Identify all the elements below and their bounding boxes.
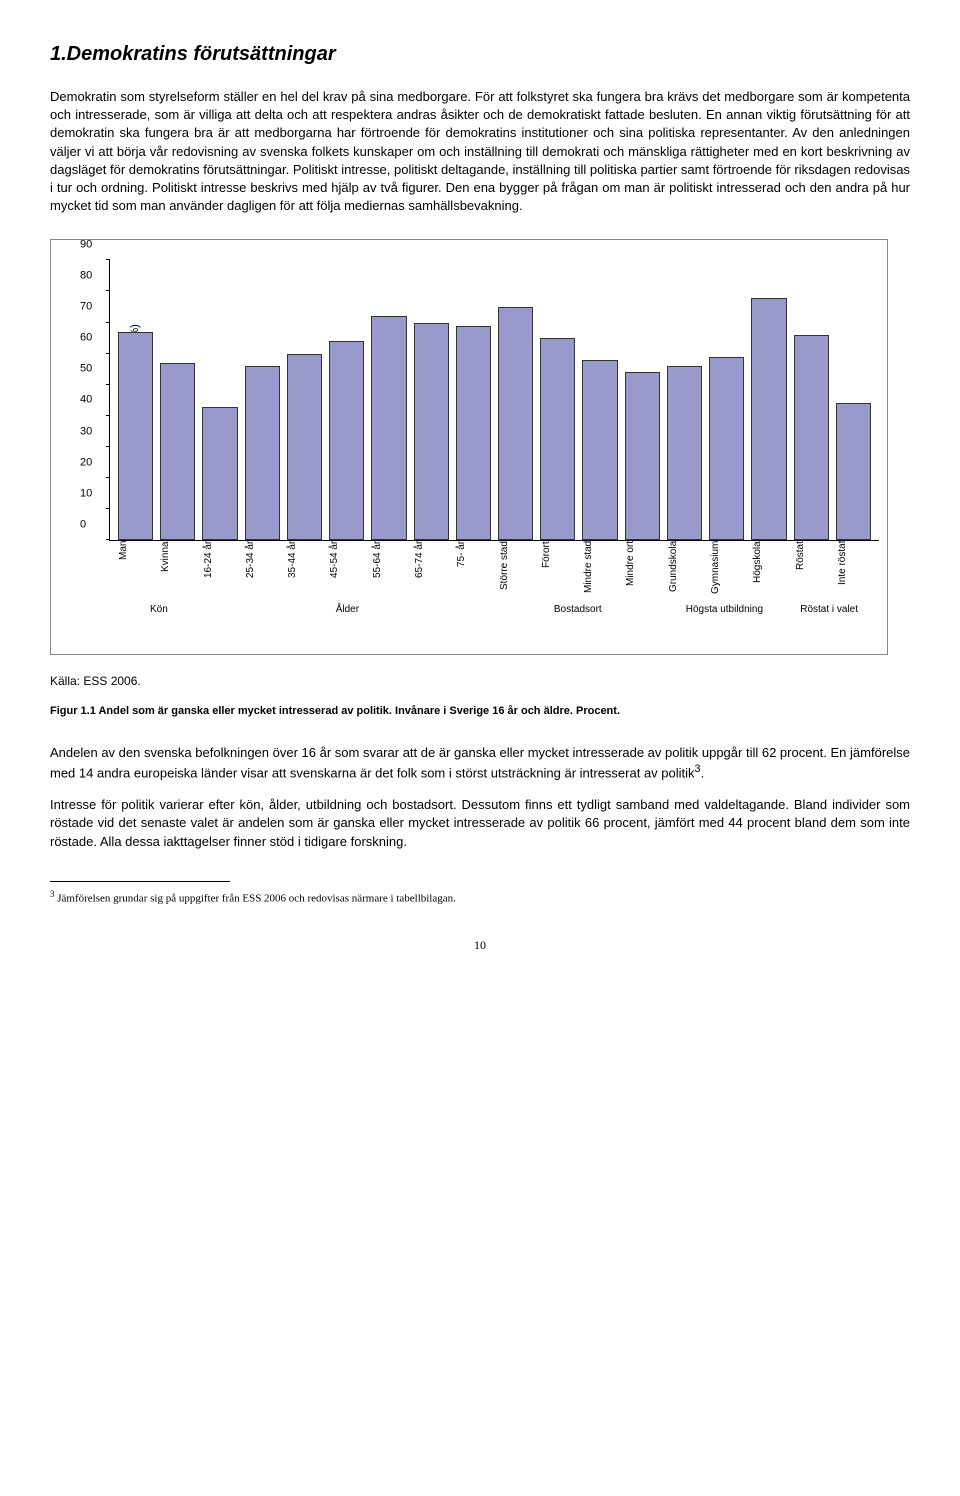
bar — [329, 341, 364, 540]
y-tick: 0 — [80, 517, 86, 532]
bar — [287, 354, 322, 541]
x-label: Kvinna — [159, 541, 194, 601]
x-label: 45-54 år — [328, 541, 363, 601]
paragraph-2: Andelen av den svenska befolkningen över… — [50, 744, 910, 783]
y-tick: 50 — [80, 362, 92, 377]
figure-caption: Figur 1.1 Andel som är ganska eller myck… — [50, 704, 910, 719]
y-tick-mark — [106, 290, 110, 291]
bars-row — [110, 260, 879, 540]
bar — [498, 307, 533, 540]
paragraph-3: Intresse för politik varierar efter kön,… — [50, 796, 910, 851]
chart-source: Källa: ESS 2006. — [50, 673, 910, 690]
footnote: 3 Jämförelsen grundar sig på uppgifter f… — [50, 888, 910, 907]
bar — [371, 316, 406, 540]
bar — [540, 338, 575, 540]
chart-plot-area: Andel intresserad av politik (%) 0102030… — [109, 260, 879, 541]
group-label: Högsta utbildning — [662, 601, 788, 617]
paragraph-1: Demokratin som styrelseform ställer en h… — [50, 88, 910, 215]
bar — [794, 335, 829, 540]
x-label: Gymnasium — [709, 541, 744, 601]
footnote-text: Jämförelsen grundar sig på uppgifter frå… — [55, 892, 456, 904]
y-tick-mark — [106, 477, 110, 478]
y-tick-mark — [106, 353, 110, 354]
p2-end: . — [701, 765, 705, 780]
bar — [667, 366, 702, 540]
bar — [245, 366, 280, 540]
x-label: 55-64 år — [371, 541, 406, 601]
y-tick-mark — [106, 539, 110, 540]
bar — [118, 332, 153, 540]
x-label: Mindre ort — [624, 541, 659, 601]
bar — [751, 298, 786, 541]
y-tick: 10 — [80, 486, 92, 501]
y-tick-mark — [106, 446, 110, 447]
group-label: Röstat i valet — [787, 601, 871, 617]
bar — [202, 407, 237, 541]
x-label: Grundskola — [667, 541, 702, 601]
y-tick: 60 — [80, 331, 92, 346]
footnote-separator — [50, 881, 230, 882]
group-labels-row: KönÅlderBostadsortHögsta utbildningRösta… — [109, 601, 879, 617]
y-tick: 80 — [80, 268, 92, 283]
y-tick: 30 — [80, 424, 92, 439]
y-tick-mark — [106, 322, 110, 323]
x-label: Högskola — [751, 541, 786, 601]
x-labels-row: ManKvinna16-24 år25-34 år35-44 år45-54 å… — [109, 541, 879, 601]
bar — [582, 360, 617, 540]
bar — [456, 326, 491, 541]
group-label: Bostadsort — [494, 601, 662, 617]
x-label: Inte röstat — [836, 541, 871, 601]
x-label: 75- år — [455, 541, 490, 601]
x-label: 65-74 år — [413, 541, 448, 601]
p2-text: Andelen av den svenska befolkningen över… — [50, 745, 910, 781]
x-label: Större stad — [498, 541, 533, 601]
y-tick-mark — [106, 415, 110, 416]
bar — [625, 372, 660, 540]
bar — [414, 323, 449, 541]
chart-container: Andel intresserad av politik (%) 0102030… — [50, 239, 888, 655]
x-label: Mindre stad — [582, 541, 617, 601]
y-tick: 70 — [80, 299, 92, 314]
page-number: 10 — [50, 937, 910, 954]
x-label: 35-44 år — [286, 541, 321, 601]
x-label: Röstat — [794, 541, 829, 601]
y-tick: 90 — [80, 237, 92, 252]
y-tick-mark — [106, 384, 110, 385]
page-heading: 1.Demokratins förutsättningar — [50, 40, 910, 68]
y-tick: 40 — [80, 393, 92, 408]
group-label: Kön — [117, 601, 201, 617]
y-tick: 20 — [80, 455, 92, 470]
y-tick-mark — [106, 259, 110, 260]
x-label: 25-34 år — [244, 541, 279, 601]
x-label: 16-24 år — [202, 541, 237, 601]
x-label: Förort — [540, 541, 575, 601]
bar — [160, 363, 195, 540]
bar — [836, 403, 871, 540]
bar — [709, 357, 744, 541]
x-label: Man — [117, 541, 152, 601]
y-tick-mark — [106, 508, 110, 509]
group-label: Ålder — [201, 601, 494, 617]
